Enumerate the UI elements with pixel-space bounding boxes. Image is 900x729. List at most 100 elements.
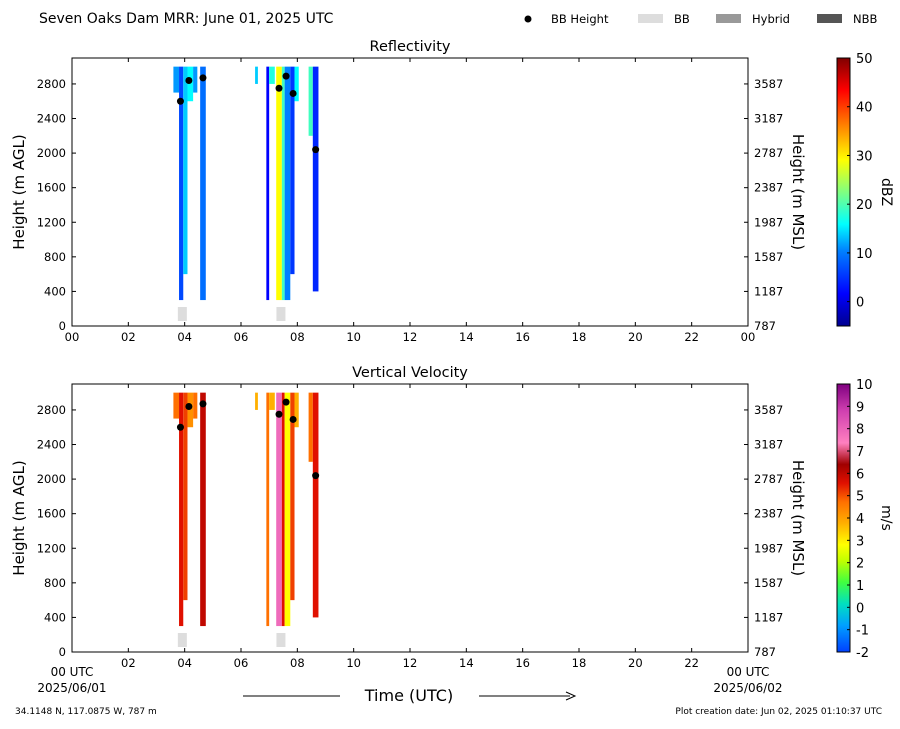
data-column [255, 66, 258, 84]
colorbar-tick-label: 0 [856, 601, 864, 616]
bb-height-point [312, 146, 320, 154]
colorbar-tick-label: 6 [856, 467, 864, 482]
y-right-tick-label: 3587 [754, 403, 783, 417]
x-tick-label: 22 [684, 656, 699, 670]
data-column [200, 66, 206, 301]
x-tick-label: 04 [177, 656, 192, 670]
data-column [290, 66, 295, 275]
data-column [193, 392, 198, 419]
x-tick-label: 06 [234, 330, 249, 344]
data-column [308, 66, 313, 136]
panel-title: Vertical Velocity [352, 365, 468, 381]
bb-height-point [289, 89, 297, 97]
y-tick-label: 2000 [37, 472, 66, 486]
colorbar-tick-label: 1 [856, 579, 864, 594]
data-column [266, 392, 270, 627]
legend-swatch [716, 14, 741, 23]
y-tick-label: 1200 [37, 215, 66, 229]
x-tick-label: 18 [572, 330, 587, 344]
y-tick-label: 2800 [37, 403, 66, 417]
y-right-tick-label: 787 [754, 319, 776, 333]
y-tick-label: 2400 [37, 438, 66, 452]
y-right-tick-label: 1987 [754, 215, 783, 229]
bb-marker [177, 633, 187, 647]
legend-label: NBB [853, 12, 877, 26]
x-tick-label: 10 [346, 656, 361, 670]
data-column [193, 66, 198, 93]
legend-dot-icon [524, 15, 532, 23]
data-column [266, 66, 270, 301]
y-tick-label: 0 [59, 645, 66, 659]
data-column [284, 66, 291, 301]
location-label: 34.1148 N, 117.0875 W, 787 m [15, 707, 157, 717]
data-column [183, 392, 188, 601]
figure-title: Seven Oaks Dam MRR: June 01, 2025 UTC [39, 11, 334, 27]
legend-label: BB [674, 12, 690, 26]
colorbar-label: dBZ [878, 178, 894, 206]
data-column [187, 392, 194, 428]
bb-height-point [275, 84, 283, 92]
legend-label: BB Height [551, 12, 609, 26]
bb-marker [276, 633, 286, 647]
data-column [173, 66, 180, 93]
colorbar-tick-label: 40 [856, 101, 873, 116]
colorbar-tick-label: 9 [856, 400, 864, 415]
bb-height-point [185, 76, 193, 84]
x-end-tick-label: 00 UTC [727, 665, 770, 679]
y-right-tick-label: 2387 [754, 181, 783, 195]
data-column [294, 66, 299, 102]
bb-height-point [312, 472, 320, 480]
x-tick-label: 12 [403, 656, 418, 670]
colorbar-tick-label: 2 [856, 557, 864, 572]
data-column [179, 392, 184, 627]
y-tick-label: 2000 [37, 146, 66, 160]
data-column [312, 66, 319, 292]
y-tick-label: 1200 [37, 541, 66, 555]
x-tick-label: 08 [290, 330, 305, 344]
x-tick-label: 18 [572, 656, 587, 670]
data-column [179, 66, 184, 301]
colorbar-label: m/s [878, 505, 894, 531]
y-tick-label: 800 [44, 576, 66, 590]
x-tick-label: 12 [403, 330, 418, 344]
bb-height-point [289, 415, 297, 423]
colorbar-tick-label: 4 [856, 512, 864, 527]
y-axis-label: Height (m AGL) [10, 460, 28, 575]
y-tick-label: 800 [44, 250, 66, 264]
bb-height-point [185, 402, 193, 410]
colorbar-tick-label: 20 [856, 198, 873, 213]
legend-swatch [638, 14, 663, 23]
y-right-tick-label: 1587 [754, 250, 783, 264]
plot-frame [71, 383, 749, 653]
colorbar [836, 57, 851, 327]
end-date-label: 2025/06/02 [713, 681, 782, 695]
data-column [255, 392, 258, 410]
data-column [187, 66, 194, 102]
bb-marker [177, 307, 187, 321]
bb-height-point [176, 423, 184, 431]
x-axis-label: Time (UTC) [364, 686, 453, 705]
y-right-tick-label: 1187 [754, 284, 783, 298]
plot-frame [71, 57, 749, 327]
data-column [276, 392, 282, 627]
x-tick-label: 00 [741, 330, 756, 344]
data-column [173, 392, 180, 419]
y-axis-label: Height (m AGL) [10, 134, 28, 249]
x-tick-label: 06 [234, 656, 249, 670]
data-column [269, 392, 275, 410]
data-column [308, 392, 313, 462]
y-tick-label: 0 [59, 319, 66, 333]
header-legend: BB Height BB Hybrid NBB [524, 12, 877, 26]
colorbar-tick-label: -1 [856, 624, 869, 639]
y-right-tick-label: 1587 [754, 576, 783, 590]
bb-height-point [282, 72, 290, 80]
colorbar-tick-label: 7 [856, 445, 864, 460]
x-tick-label: 14 [459, 656, 474, 670]
x-tick-label: 16 [515, 330, 530, 344]
y-right-tick-label: 2787 [754, 146, 783, 160]
y-right-tick-label: 2787 [754, 472, 783, 486]
start-date-label: 2025/06/01 [37, 681, 106, 695]
